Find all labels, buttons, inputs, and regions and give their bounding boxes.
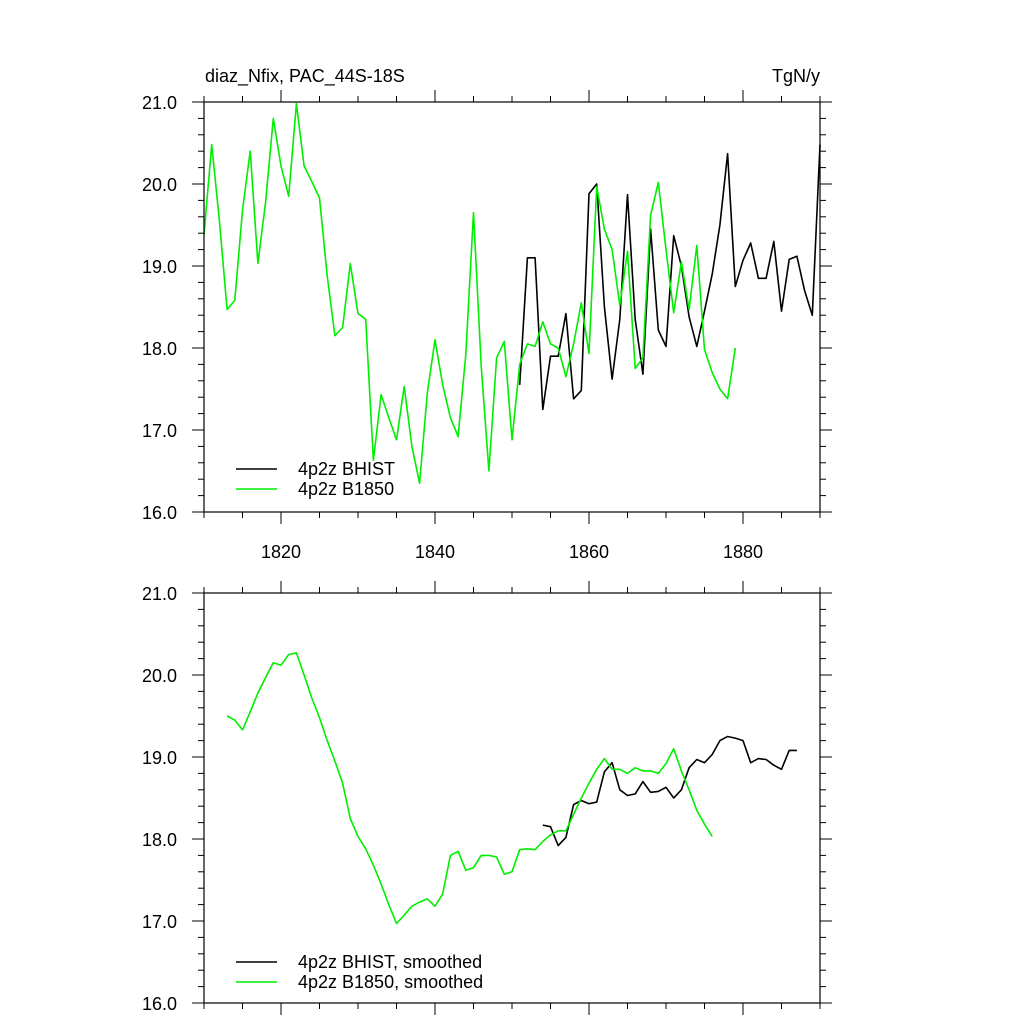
top-xtick-label-1860: 1860: [569, 542, 609, 562]
top-ytick-label-19: 19.0: [142, 257, 177, 277]
bottom-ticks: [192, 581, 832, 1015]
top-plot-frame: [203, 101, 821, 513]
bottom-ytick-label-21: 21.0: [142, 584, 177, 604]
bottom-ytick-label-17: 17.0: [142, 912, 177, 932]
top-series-line-bhist: [518, 144, 821, 411]
top-legend-label-bhist: 4p2z BHIST: [298, 459, 395, 479]
top-chart-title: diaz_Nfix, PAC_44S-18S: [205, 66, 405, 87]
bottom-plot-frame: [203, 592, 821, 1004]
bottom-legend-label-bhist: 4p2z BHIST, smoothed: [298, 952, 482, 972]
top-panel: diaz_Nfix, PAC_44S-18S TgN/y 21.0 20.0 1…: [142, 66, 832, 562]
bottom-ytick-label-18: 18.0: [142, 830, 177, 850]
top-xtick-label-1840: 1840: [415, 542, 455, 562]
top-ytick-label-21: 21.0: [142, 93, 177, 113]
top-ytick-label-17: 17.0: [142, 421, 177, 441]
bottom-ytick-label-19: 19.0: [142, 748, 177, 768]
bottom-series-line-bhist: [542, 735, 797, 847]
top-ytick-label-20: 20.0: [142, 175, 177, 195]
top-legend-label-b1850: 4p2z B1850: [298, 479, 394, 499]
top-ticks: [192, 90, 832, 524]
top-xtick-label-1820: 1820: [261, 542, 301, 562]
top-ytick-label-18: 18.0: [142, 339, 177, 359]
bottom-ytick-label-16: 16.0: [142, 994, 177, 1014]
bottom-lines: [226, 652, 797, 925]
top-xtick-label-1880: 1880: [723, 542, 763, 562]
top-chart-units: TgN/y: [772, 66, 820, 86]
bottom-legend: 4p2z BHIST, smoothed 4p2z B1850, smoothe…: [236, 952, 483, 992]
top-series-line-b1850: [203, 102, 737, 485]
top-lines: [203, 102, 821, 485]
top-legend: 4p2z BHIST 4p2z B1850: [236, 459, 395, 499]
bottom-panel: 21.0 20.0 19.0 18.0 17.0 16.0 4p2z BHIST…: [142, 581, 832, 1015]
top-ytick-label-16: 16.0: [142, 503, 177, 523]
bottom-series-line-b1850: [226, 652, 713, 925]
bottom-ytick-label-20: 20.0: [142, 666, 177, 686]
bottom-legend-label-b1850: 4p2z B1850, smoothed: [298, 972, 483, 992]
